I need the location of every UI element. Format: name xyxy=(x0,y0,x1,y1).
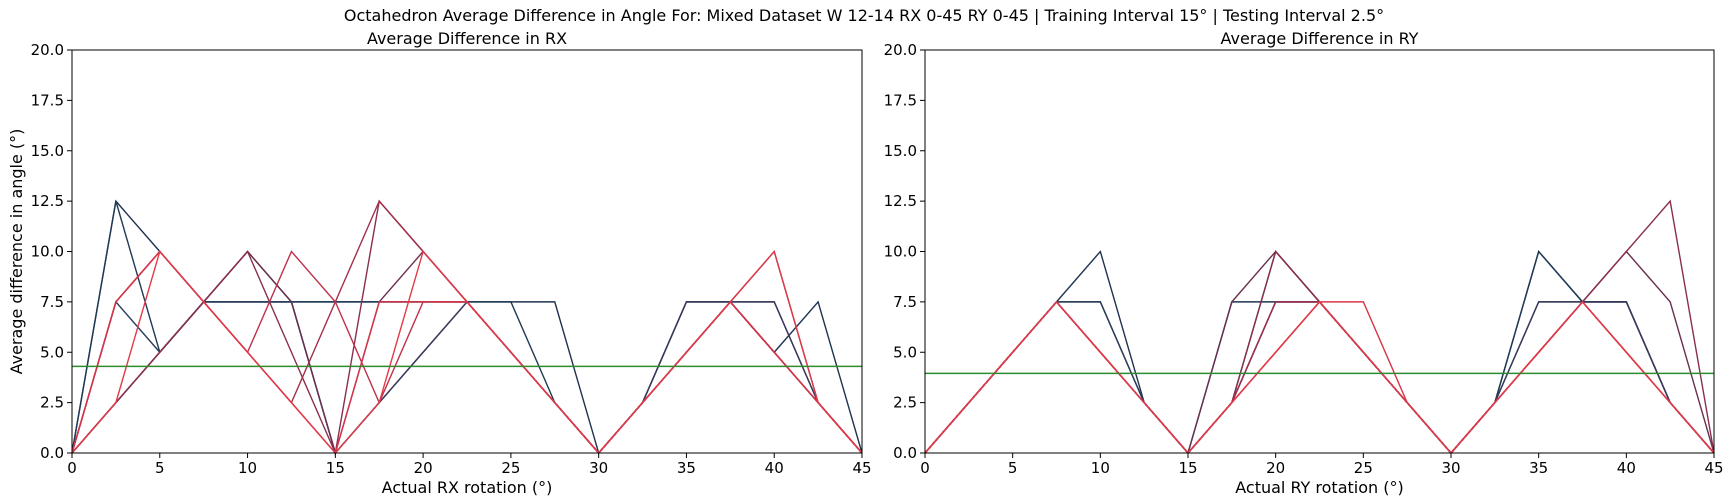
ry-ytick-label: 5.0 xyxy=(893,343,917,361)
ry-series-line-8 xyxy=(924,300,1715,455)
rx-ytick-label: 2.5 xyxy=(40,394,64,412)
ry-xtick-label: 10 xyxy=(1091,459,1110,477)
panel-ry: 0 5 10 15 20 25 30 35 40 45 0.0 2.5 5.0 7.5 10.0 12.5 15… xyxy=(884,29,1724,497)
rx-xtick-label: 5 xyxy=(155,459,165,477)
rx-y-axis-label: Average difference in angle (°) xyxy=(7,129,26,375)
rx-series-line-5 xyxy=(71,250,863,456)
ry-xtick-label: 40 xyxy=(1617,459,1636,477)
ry-series-line-10 xyxy=(924,300,1715,455)
rx-ytick-label: 20.0 xyxy=(31,41,64,59)
rx-series-line-3 xyxy=(71,300,863,455)
ry-series-line-6 xyxy=(924,199,1715,455)
ry-x-axis-label: Actual RY rotation (°) xyxy=(1235,478,1403,497)
ry-xtick-label: 15 xyxy=(1178,459,1197,477)
rx-xtick-label: 25 xyxy=(501,459,520,477)
rx-xtick-label: 0 xyxy=(67,459,77,477)
rx-series-line-9 xyxy=(71,250,863,455)
ry-xtick-label: 45 xyxy=(1704,459,1723,477)
rx-ytick-label: 12.5 xyxy=(31,192,64,210)
rx-xtick-label: 40 xyxy=(765,459,784,477)
ry-xtick-label: 0 xyxy=(920,459,930,477)
ry-ytick-label: 2.5 xyxy=(893,394,917,412)
rx-series-line-7 xyxy=(71,199,863,455)
rx-series-line-10 xyxy=(71,250,863,455)
rx-ytick-label: 10.0 xyxy=(31,243,64,261)
rx-ytick-label: 17.5 xyxy=(31,91,64,109)
rx-series-line-8 xyxy=(71,250,863,455)
ry-xtick-label: 30 xyxy=(1441,459,1460,477)
ry-ytick-label: 20.0 xyxy=(884,41,917,59)
ry-series-line-4 xyxy=(924,300,1715,455)
ry-xtick-label: 20 xyxy=(1266,459,1285,477)
figure-suptitle: Octahedron Average Difference in Angle F… xyxy=(343,6,1385,25)
rx-ytick-label: 7.5 xyxy=(40,293,64,311)
rx-ytick-label: 5.0 xyxy=(40,343,64,361)
ry-series-line-7 xyxy=(924,300,1715,455)
ry-ytick-label: 15.0 xyxy=(884,142,917,160)
rx-xtick-label: 10 xyxy=(238,459,257,477)
ry-series-line-2 xyxy=(924,250,1715,455)
rx-x-axis-label: Actual RX rotation (°) xyxy=(382,478,553,497)
ry-ytick-label: 0.0 xyxy=(893,444,917,462)
rx-xtick-label: 35 xyxy=(677,459,696,477)
rx-ytick-label: 15.0 xyxy=(31,142,64,160)
ry-ytick-label: 7.5 xyxy=(893,293,917,311)
rx-series-line-4 xyxy=(71,250,863,455)
ry-series-line-9 xyxy=(924,300,1715,455)
ry-series-line-3 xyxy=(924,250,1715,455)
rx-axes-title: Average Difference in RX xyxy=(367,29,567,48)
rx-series-line-1 xyxy=(71,199,863,455)
ry-axes-frame xyxy=(924,49,1715,454)
ry-ytick-label: 17.5 xyxy=(884,91,917,109)
rx-xtick-label: 20 xyxy=(414,459,433,477)
rx-series-line-2 xyxy=(71,200,863,455)
rx-xtick-label: 45 xyxy=(852,459,871,477)
rx-series-line-6 xyxy=(71,199,863,456)
ry-axes-title: Average Difference in RY xyxy=(1221,29,1419,48)
ry-xtick-label: 35 xyxy=(1529,459,1548,477)
ry-series-line-1 xyxy=(924,250,1715,455)
ry-xtick-label: 5 xyxy=(1008,459,1018,477)
rx-axes-frame xyxy=(71,49,863,454)
rx-xtick-label: 15 xyxy=(326,459,345,477)
ry-ytick-label: 12.5 xyxy=(884,192,917,210)
ry-ytick-label: 10.0 xyxy=(884,243,917,261)
ry-xtick-label: 25 xyxy=(1354,459,1373,477)
rx-ytick-label: 0.0 xyxy=(40,444,64,462)
rx-xtick-label: 30 xyxy=(589,459,608,477)
ry-series-line-5 xyxy=(924,250,1715,455)
panel-rx: 0 5 10 15 20 25 30 35 40 45 0.0 2.5 5.0 7.5 10.0 12.5 15… xyxy=(7,29,872,497)
